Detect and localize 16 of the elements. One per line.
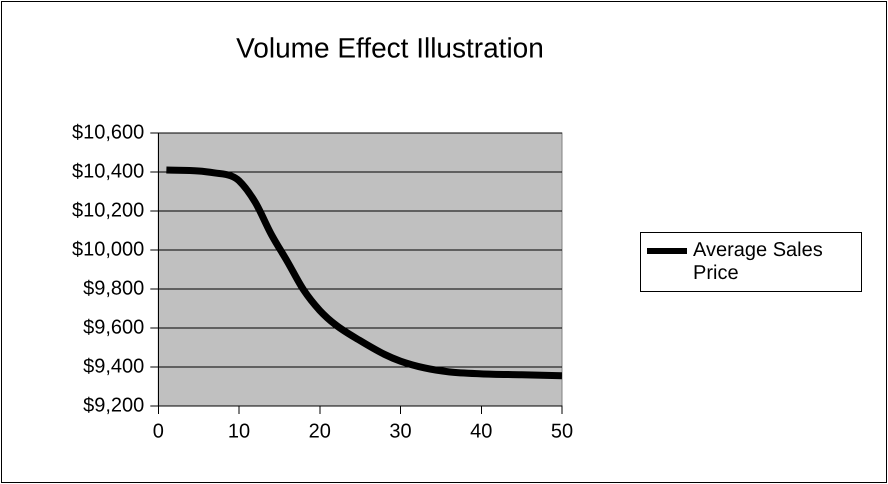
y-tick-label: $9,600 [83, 316, 144, 339]
y-tick-label: $10,600 [72, 122, 144, 144]
x-tick-label: 20 [308, 420, 331, 443]
y-tick-label: $10,200 [72, 200, 144, 222]
y-tick-label: $9,400 [83, 356, 144, 378]
x-tick-label: 50 [550, 420, 574, 443]
x-tick-label: 30 [389, 420, 412, 443]
y-tick-label: $10,400 [72, 160, 144, 183]
legend-label: Average Sales Price [693, 239, 824, 285]
x-tick-label: 40 [470, 420, 492, 443]
x-tick-label: 10 [228, 420, 250, 443]
x-tick-label: 0 [152, 420, 164, 443]
y-tick-label: $9,800 [83, 278, 144, 300]
chart-title: Volume Effect Illustration [236, 32, 544, 64]
y-tick-label: $10,000 [72, 238, 144, 261]
y-tick-label: $9,200 [83, 394, 144, 417]
